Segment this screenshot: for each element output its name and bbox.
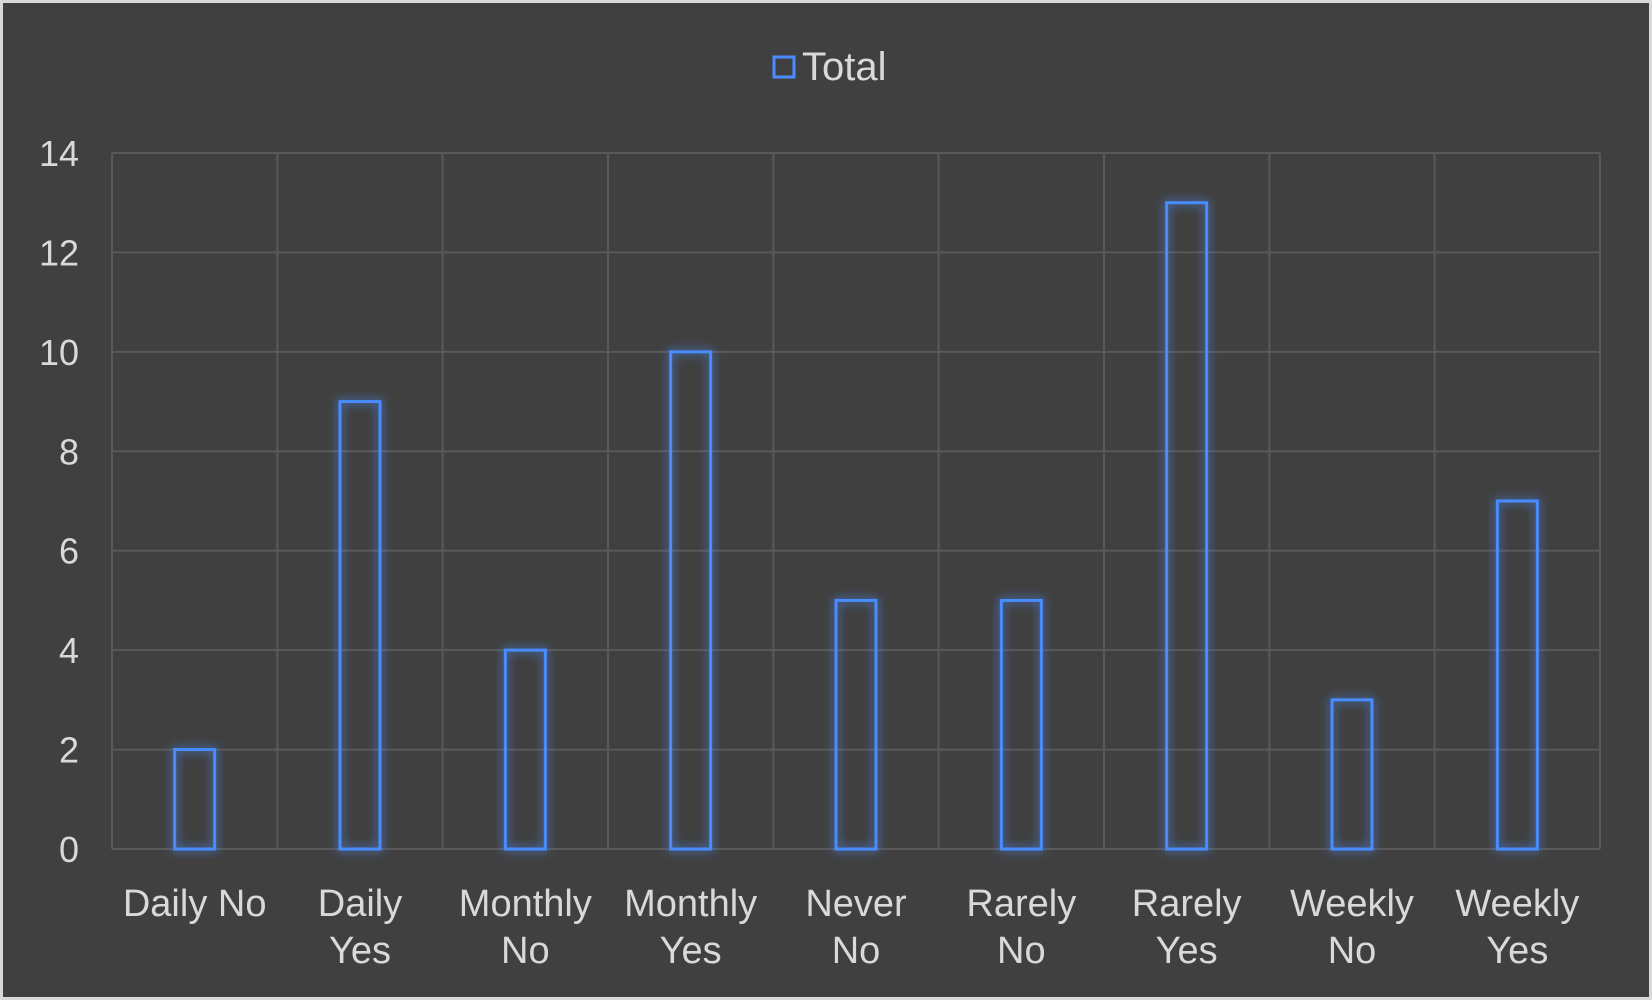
x-category-label: Monthly Yes	[624, 883, 757, 972]
x-category-label: Monthly No	[459, 883, 592, 972]
x-category-label: Rarely Yes	[1132, 883, 1242, 972]
y-axis-tick-labels: 0 2 4 6 8 10 12 14	[39, 133, 79, 870]
bar-8	[1495, 499, 1539, 851]
bar-6	[1165, 201, 1209, 851]
legend-swatch	[772, 55, 796, 79]
y-tick-label: 10	[39, 332, 79, 373]
x-category-label: Daily Yes	[318, 883, 402, 972]
legend-label-total: Total	[802, 45, 887, 89]
y-tick-label: 4	[59, 630, 79, 671]
bars	[173, 201, 1539, 851]
bar-2	[503, 648, 547, 851]
y-tick-label: 14	[39, 133, 79, 174]
y-tick-label: 8	[59, 431, 79, 472]
bar-0	[173, 748, 217, 851]
x-axis-category-labels: Daily No Daily Yes Monthly No Monthly Yes Never…	[123, 883, 1579, 972]
x-category-label: Weekly No	[1290, 883, 1414, 972]
x-category-label: Daily No	[123, 883, 267, 925]
y-tick-label: 2	[59, 730, 79, 771]
bar-1	[338, 400, 382, 851]
y-tick-label: 6	[59, 531, 79, 572]
x-category-label: Weekly Yes	[1455, 883, 1579, 972]
y-tick-label: 12	[39, 232, 79, 273]
bar-chart: 0 2 4 6 8 10 12 14 Daily No Daily Yes Monthly No Mon…	[39, 45, 1601, 972]
bar-7	[1330, 698, 1374, 851]
legend: Total	[772, 45, 887, 89]
bar-4	[834, 598, 878, 851]
bar-3	[669, 350, 713, 851]
x-category-label: Never No	[805, 883, 907, 972]
y-tick-label: 0	[59, 829, 79, 870]
x-category-label: Rarely No	[966, 883, 1076, 972]
bar-5	[999, 598, 1043, 851]
grid-lines	[111, 152, 1601, 850]
